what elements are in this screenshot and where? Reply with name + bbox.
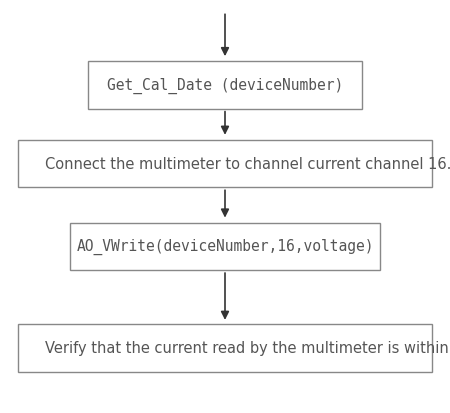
FancyBboxPatch shape (18, 140, 432, 188)
FancyBboxPatch shape (70, 223, 380, 271)
FancyBboxPatch shape (88, 62, 362, 109)
Text: Verify that the current read by the multimeter is within range.: Verify that the current read by the mult… (45, 340, 450, 356)
Text: Connect the multimeter to channel current channel 16.: Connect the multimeter to channel curren… (45, 157, 450, 172)
Text: Get_Cal_Date (deviceNumber): Get_Cal_Date (deviceNumber) (107, 78, 343, 94)
FancyBboxPatch shape (18, 324, 432, 372)
Text: AO_VWrite(deviceNumber,16,voltage): AO_VWrite(deviceNumber,16,voltage) (76, 239, 374, 255)
